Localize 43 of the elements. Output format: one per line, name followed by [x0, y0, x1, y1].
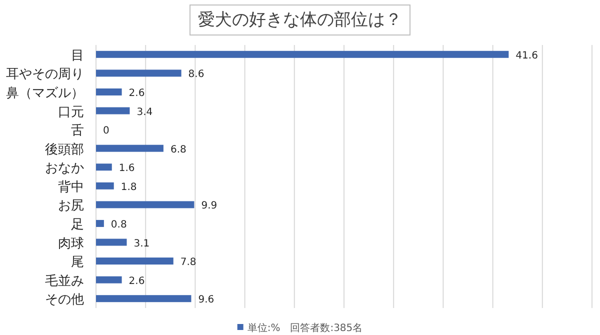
data-label: 1.6 [118, 163, 135, 174]
data-label: 8.6 [188, 69, 204, 80]
bar [96, 50, 509, 58]
y-tick-label: 背中 [58, 180, 84, 195]
y-tick-label: 肉球 [58, 236, 84, 252]
data-label: 3.4 [136, 106, 153, 118]
bar [96, 70, 182, 77]
bar [96, 182, 114, 190]
bar [96, 201, 194, 208]
data-label: 9.9 [201, 200, 218, 212]
y-tick-label: 後頭部 [45, 142, 84, 158]
data-label: 2.6 [128, 88, 145, 99]
y-tick-label: 尾 [71, 255, 84, 270]
y-tick-label: その他 [45, 292, 84, 308]
bar [96, 88, 122, 96]
bar [96, 258, 174, 265]
y-tick-label: おなか [45, 161, 84, 176]
bar [96, 238, 127, 246]
bar [96, 164, 112, 171]
data-label: 41.6 [516, 50, 538, 62]
bar [96, 220, 104, 227]
legend-label: 単位:% 回答者数:385名 [247, 322, 363, 334]
chart-title: 愛犬の好きな体の部位は？ [198, 10, 402, 30]
y-tick-label: 足 [71, 217, 84, 232]
data-label: 2.6 [128, 276, 145, 287]
bar [96, 144, 164, 152]
y-tick-label: 耳やその周り [6, 67, 84, 82]
data-label: 7.8 [180, 257, 196, 268]
y-tick-label: 毛並み [45, 274, 84, 289]
y-tick-label: 目 [71, 48, 84, 64]
data-label: 0.8 [110, 219, 127, 230]
data-label: 9.6 [198, 294, 214, 306]
data-label: 1.8 [120, 182, 137, 193]
y-tick-label: お尻 [58, 198, 84, 214]
bar [96, 276, 122, 284]
bar [96, 295, 192, 302]
bar [96, 107, 130, 114]
y-tick-label: 鼻（マズル） [6, 86, 84, 101]
data-label: 3.1 [134, 238, 150, 250]
y-tick-label: 舌 [71, 124, 84, 139]
data-label: 0 [103, 126, 110, 137]
data-label: 6.8 [170, 144, 186, 156]
y-tick-label: 口元 [58, 104, 84, 120]
